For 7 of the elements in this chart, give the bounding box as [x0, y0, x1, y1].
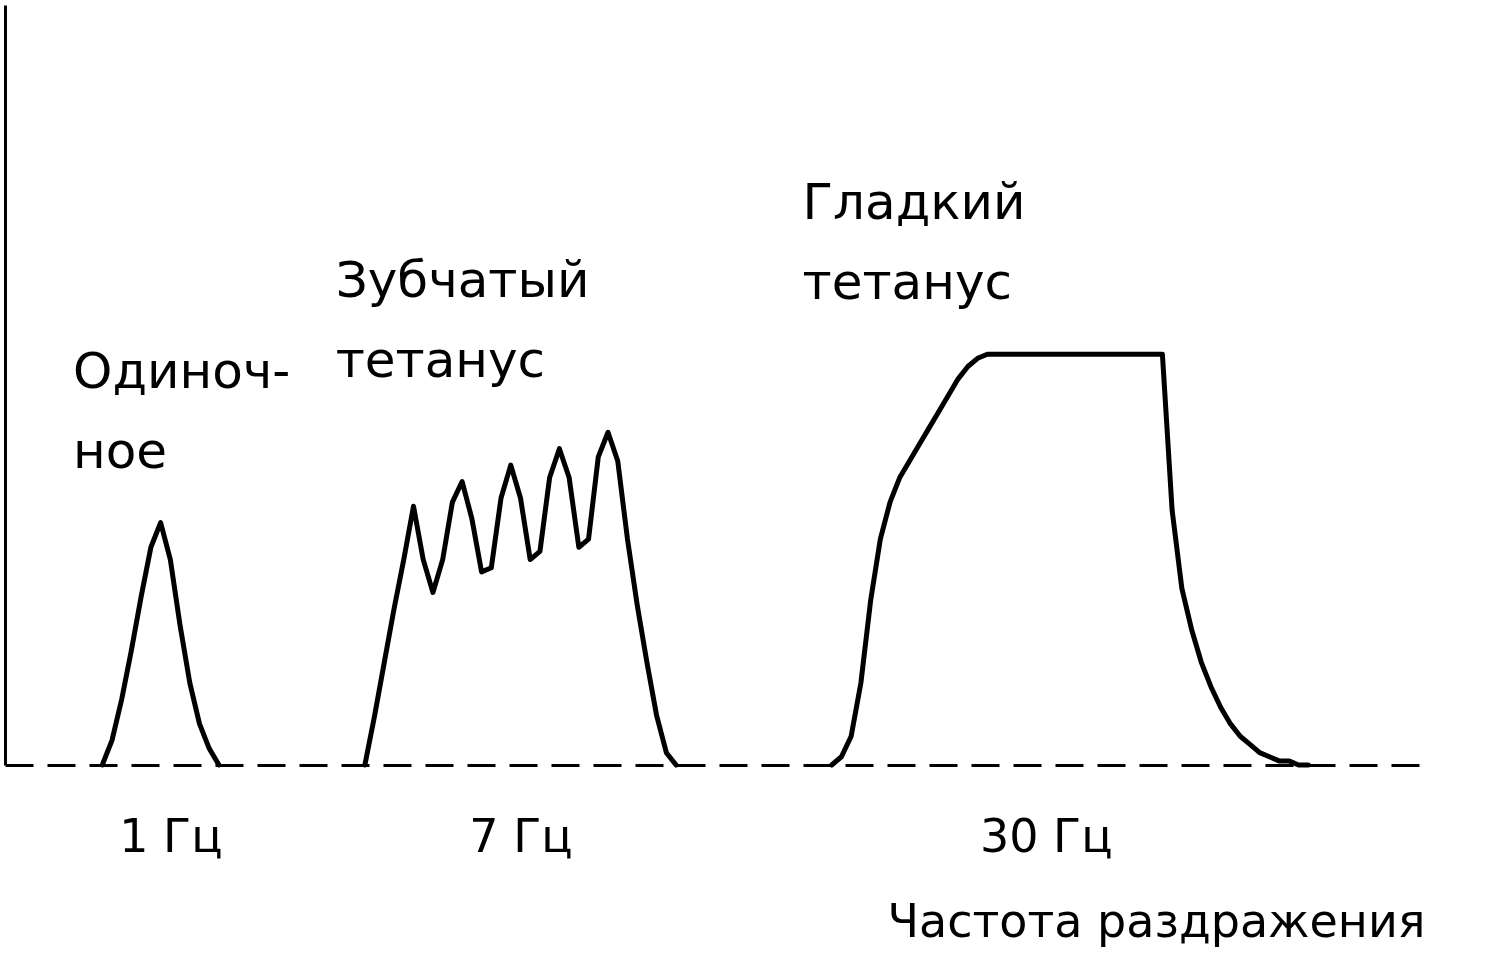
annotation: Одиноч- ное — [73, 341, 291, 480]
x-tick-label: 30 Гц — [979, 808, 1113, 863]
x-tick-label: 7 Гц — [469, 808, 573, 863]
x-tick-label: 1 Гц — [119, 808, 223, 863]
annotation: Зубчатый тетанус — [335, 251, 590, 390]
x-axis-title: Частота раздражения — [887, 893, 1426, 948]
text: Гладкий тетанус — [802, 173, 1026, 312]
